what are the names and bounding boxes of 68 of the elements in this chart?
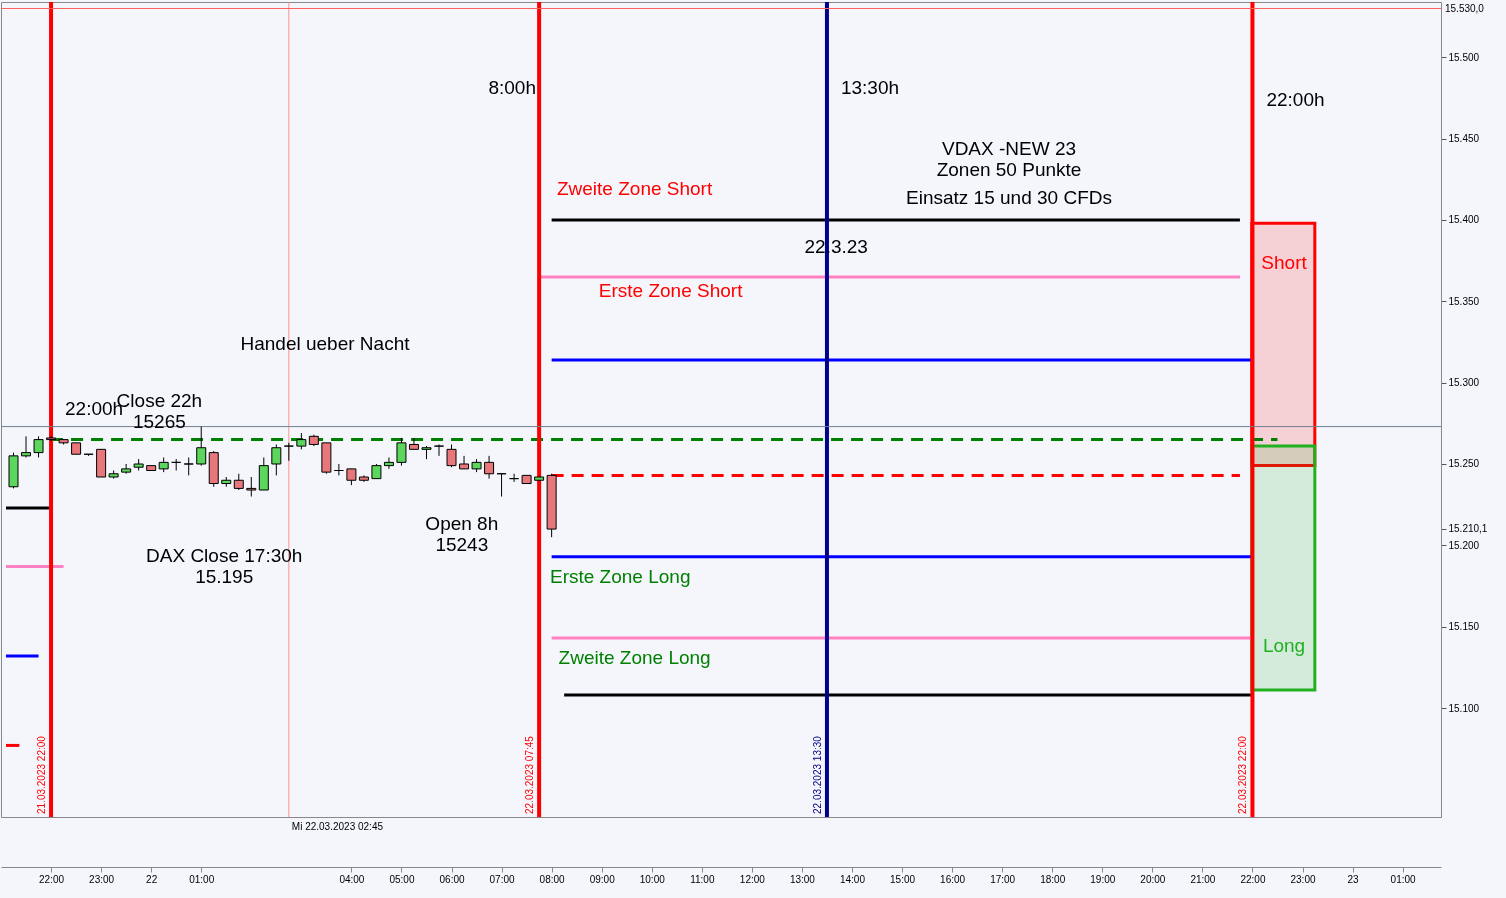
candlestick bbox=[396, 437, 407, 467]
candlestick bbox=[484, 455, 495, 480]
annotation: Zweite Zone Long bbox=[558, 647, 711, 669]
x-tick-label: 17:00 bbox=[990, 873, 1016, 885]
candlestick bbox=[459, 455, 470, 470]
annotation: 22:00h bbox=[1266, 88, 1325, 110]
candlestick bbox=[271, 443, 282, 476]
x-tick-label: 06:00 bbox=[439, 873, 465, 885]
y-tick-label: 15.150 bbox=[1448, 621, 1480, 633]
x-tick-label: 05:00 bbox=[389, 873, 415, 885]
y-tick-label: 15.400 bbox=[1448, 214, 1480, 226]
annotation: Handel ueber Nacht bbox=[240, 333, 411, 355]
x-tick-label: 23:00 bbox=[89, 873, 115, 885]
x-tick-label: 21:00 bbox=[1190, 873, 1216, 885]
annotation: Einsatz 15 und 30 CFDs bbox=[906, 186, 1112, 208]
y-tick-label: 15.210,1 bbox=[1448, 523, 1488, 535]
annotation: DAX Close 17:30h 15.195 bbox=[146, 545, 303, 588]
y-tick-label: 15.200 bbox=[1448, 539, 1480, 551]
x-tick-label: 13:00 bbox=[789, 873, 816, 885]
x-tick-label: 22 bbox=[146, 873, 158, 885]
ref-line-label: 15.530,0 bbox=[1445, 2, 1485, 14]
x-tick-label: 11:00 bbox=[690, 873, 715, 885]
y-tick-label: 15.500 bbox=[1448, 51, 1480, 63]
x-tick-label: 04:00 bbox=[339, 873, 365, 885]
x-tick-label: 01:00 bbox=[189, 873, 215, 885]
candlestick bbox=[246, 476, 257, 498]
x-tick-label: 22:00 bbox=[1240, 873, 1266, 885]
candlestick bbox=[33, 435, 44, 458]
candlestick bbox=[408, 437, 419, 450]
x-tick-label: 01:00 bbox=[1390, 873, 1417, 885]
annotation: 13:30h bbox=[840, 77, 900, 99]
candlestick bbox=[196, 426, 207, 467]
x-tick-label: 15:00 bbox=[890, 873, 916, 885]
annotation: Erste Zone Long bbox=[549, 565, 691, 587]
x-tick-label: 18:00 bbox=[1040, 873, 1066, 885]
ref-line-label: Mi 22.03.2023 02:45 bbox=[291, 821, 384, 832]
annotation: Long bbox=[1262, 634, 1306, 656]
x-tick-label: 20:00 bbox=[1140, 873, 1166, 885]
y-tick-label: 15.100 bbox=[1448, 702, 1480, 714]
candlestick bbox=[121, 463, 132, 475]
x-tick-label: 07:00 bbox=[489, 873, 516, 885]
annotation: Zweite Zone Short bbox=[556, 178, 713, 200]
annotation: Erste Zone Short bbox=[598, 280, 744, 302]
y-tick-label: 15.300 bbox=[1448, 377, 1480, 389]
ref-line-label: 22.03.2023 13:30 bbox=[811, 735, 823, 814]
x-tick-label: 19:00 bbox=[1090, 873, 1116, 885]
x-tick-label: 09:00 bbox=[589, 873, 616, 885]
x-tick-label: 16:00 bbox=[940, 873, 966, 885]
x-tick-label: 12:00 bbox=[739, 873, 766, 885]
ref-line-label: 21.03.2023 22:00 bbox=[36, 735, 48, 814]
annotation: 8:00h bbox=[488, 76, 536, 98]
x-tick-label: 23:00 bbox=[1290, 873, 1316, 885]
x-tick-label: 14:00 bbox=[839, 873, 866, 885]
x-tick-label: 10:00 bbox=[639, 873, 666, 885]
candlestick bbox=[383, 456, 394, 470]
x-tick-label: 23 bbox=[1347, 873, 1360, 885]
y-tick-label: 15.450 bbox=[1448, 133, 1480, 145]
x-tick-label: 08:00 bbox=[539, 873, 566, 885]
ref-line-label: 22.03.2023 22:00 bbox=[1237, 735, 1249, 814]
candlestick bbox=[446, 443, 457, 468]
y-tick-label: 15.250 bbox=[1448, 458, 1480, 470]
candlestick bbox=[434, 443, 444, 457]
ref-line-label: 22.03.2023 07:45 bbox=[524, 735, 536, 814]
y-tick-label: 15.350 bbox=[1448, 295, 1480, 307]
annotation: Open 8h 15243 bbox=[425, 512, 499, 555]
annotation: Short bbox=[1261, 251, 1308, 273]
x-tick-label: 22:00 bbox=[39, 873, 65, 885]
annotation: VDAX -NEW 23 Zonen 50 Punkte bbox=[936, 137, 1082, 180]
